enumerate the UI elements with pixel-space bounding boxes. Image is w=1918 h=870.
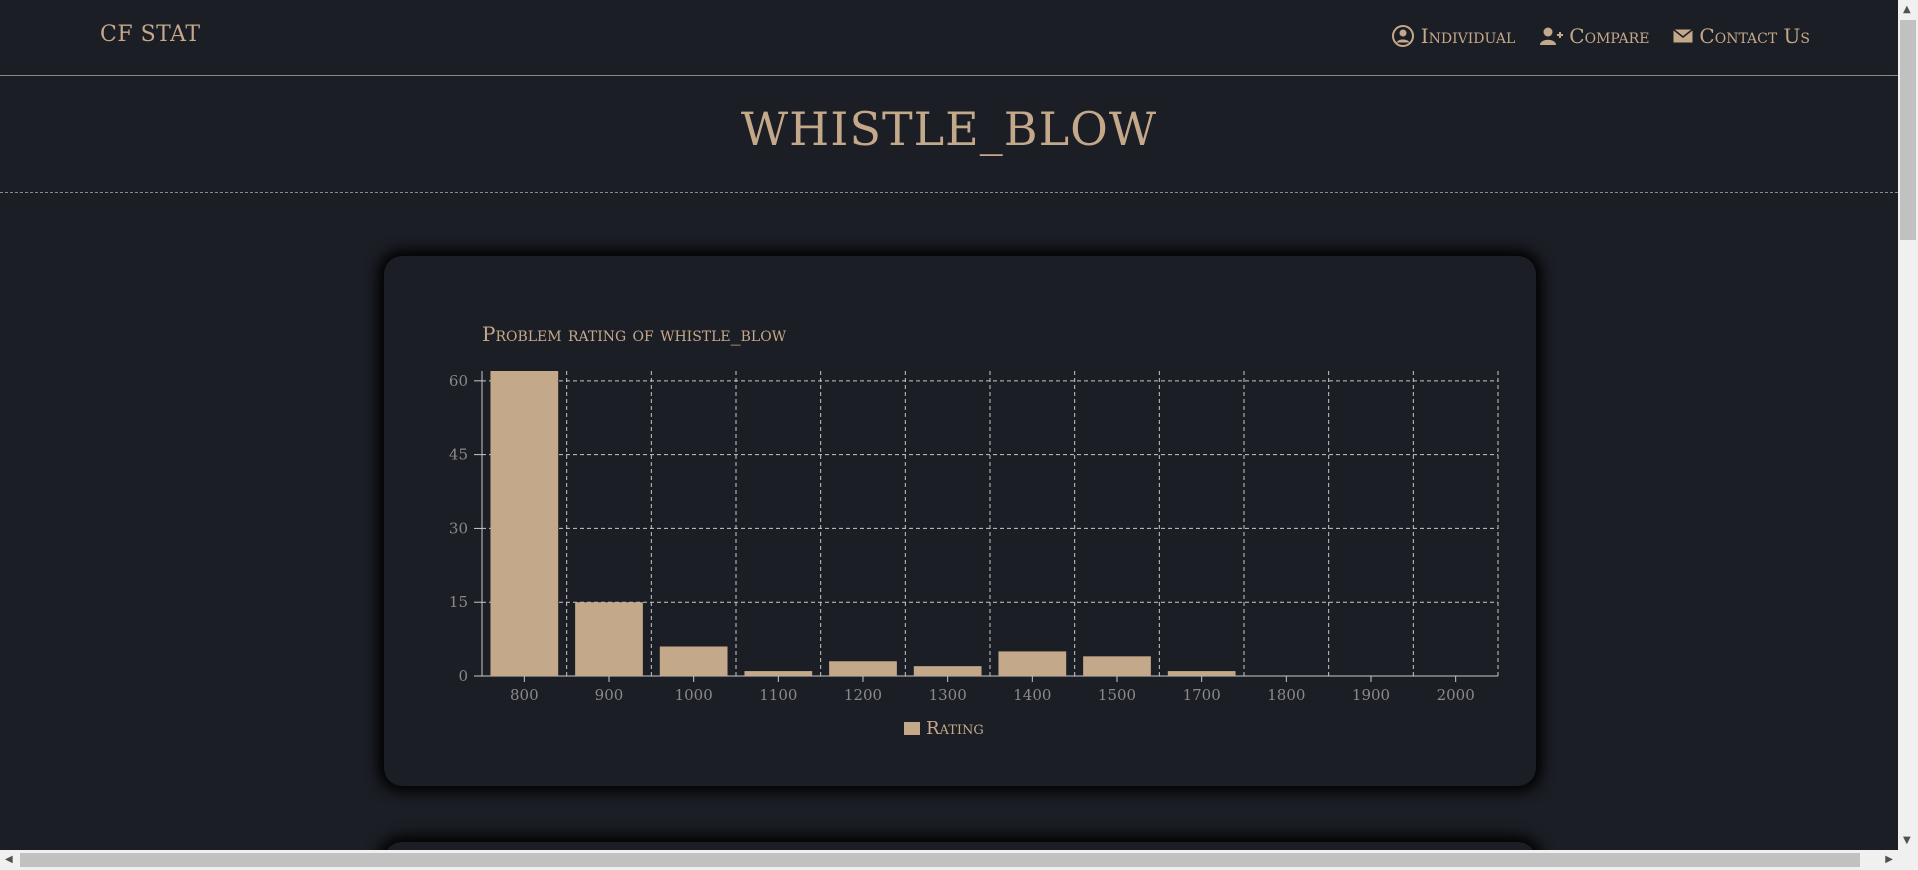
nav-individual-label: Individual: [1420, 24, 1516, 48]
nav-individual[interactable]: Individual: [1391, 24, 1516, 48]
y-tick-label: 0: [458, 667, 468, 685]
x-tick-label: 1700: [1183, 686, 1221, 704]
x-tick-label: 1500: [1098, 686, 1136, 704]
scroll-right-icon[interactable]: ▶: [1885, 854, 1893, 865]
scroll-left-icon[interactable]: ◀: [5, 854, 13, 865]
bar-1000: [659, 646, 728, 676]
chart-title: Problem rating of whistle_blow: [482, 322, 787, 346]
chart-legend[interactable]: Rating: [904, 718, 984, 739]
page-title: WHISTLE_BLOW: [740, 102, 1158, 156]
scroll-down-icon[interactable]: ▼: [1903, 835, 1911, 846]
horizontal-scroll-thumb[interactable]: [20, 853, 1860, 867]
legend-label: Rating: [926, 718, 984, 739]
user-plus-icon: [1539, 26, 1564, 46]
scroll-up-icon[interactable]: ▲: [1903, 4, 1911, 15]
bar-1500: [1083, 656, 1151, 676]
y-tick-label: 15: [449, 593, 468, 611]
horizontal-scrollbar[interactable]: ◀ ▶: [0, 850, 1898, 870]
nav-compare[interactable]: Compare: [1539, 24, 1649, 48]
x-tick-label: 1000: [675, 686, 713, 704]
vertical-scroll-thumb[interactable]: [1900, 20, 1916, 240]
x-tick-label: 900: [595, 686, 624, 704]
x-tick-label: 1400: [1013, 686, 1051, 704]
bar-1300: [913, 666, 982, 676]
navbar: CF STAT Individual: [0, 0, 1898, 76]
y-tick-label: 30: [449, 519, 468, 537]
chart-card: Problem rating of whistle_blow 0 15 30 45 60…: [384, 256, 1536, 786]
vertical-scrollbar[interactable]: ▲ ▼: [1898, 0, 1918, 850]
x-tick-label: 800: [510, 686, 539, 704]
envelope-icon: [1673, 28, 1694, 44]
bar-900: [575, 602, 643, 676]
y-tick-label: 45: [449, 446, 468, 464]
x-tick-label: 1300: [929, 686, 967, 704]
title-section: WHISTLE_BLOW: [0, 75, 1898, 193]
nav-contact[interactable]: Contact Us: [1673, 24, 1810, 48]
x-tick-label: 1900: [1352, 686, 1390, 704]
nav-contact-label: Contact Us: [1699, 24, 1810, 48]
x-tick-label: 2000: [1437, 686, 1475, 704]
bar-1400: [998, 651, 1067, 676]
user-circle-icon: [1391, 24, 1415, 48]
x-tick-label: 1800: [1267, 686, 1305, 704]
x-tick-label: 1200: [844, 686, 882, 704]
y-tick-label: 60: [449, 372, 468, 390]
bar-800: [490, 371, 559, 676]
legend-swatch: [904, 722, 920, 735]
x-tick-label: 1100: [759, 686, 797, 704]
bar-chart: 0 15 30 45 60 800 900 1000 1100 1200 1300 1400 1500 1…: [449, 371, 1499, 704]
bar-1100: [744, 671, 813, 676]
scrollbar-corner: [1898, 850, 1918, 870]
nav-links: Individual Compare: [1391, 24, 1810, 48]
nav-compare-label: Compare: [1569, 24, 1650, 48]
brand-logo[interactable]: CF STAT: [100, 22, 201, 47]
bar-1700: [1167, 671, 1236, 676]
bar-1200: [829, 661, 897, 676]
